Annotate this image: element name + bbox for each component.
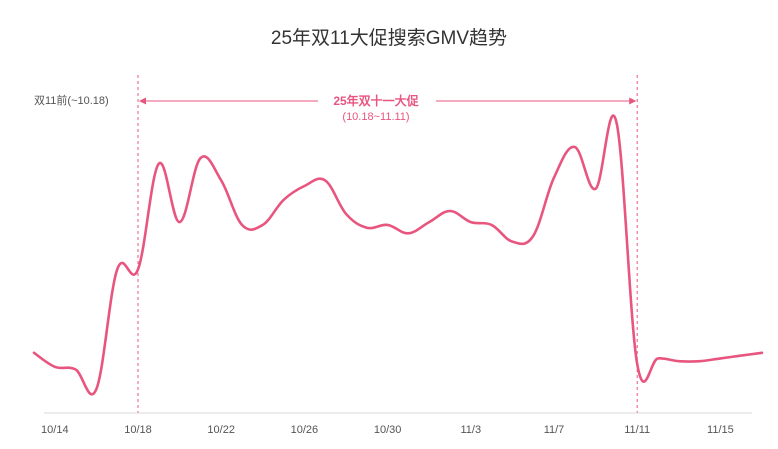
x-tick-label: 11/7 <box>544 424 565 436</box>
chart-title: 25年双11大促搜索GMV趋势 <box>271 27 507 49</box>
x-tick-label: 11/3 <box>461 424 482 436</box>
period-arrowhead-left <box>139 97 146 105</box>
x-tick-label: 11/11 <box>624 424 650 436</box>
x-axis-ticks: 10/14 10/18 10/22 10/26 10/30 11/3 11/7 11/11 11… <box>41 424 734 436</box>
x-tick-label: 10/22 <box>207 424 235 436</box>
gmv-series-line <box>32 114 764 396</box>
period-arrowhead-right <box>629 97 637 105</box>
period-label: 25年双十一大促 <box>333 93 419 108</box>
period-range: (10.18~11.11) <box>342 111 409 123</box>
x-tick-label: 11/15 <box>707 424 734 436</box>
x-tick-label: 10/26 <box>291 424 319 436</box>
pre-period-label: 双11前(~10.18) <box>34 93 109 107</box>
x-tick-label: 10/30 <box>374 424 402 436</box>
x-tick-label: 10/18 <box>124 424 152 436</box>
x-tick-label: 10/14 <box>41 424 69 436</box>
